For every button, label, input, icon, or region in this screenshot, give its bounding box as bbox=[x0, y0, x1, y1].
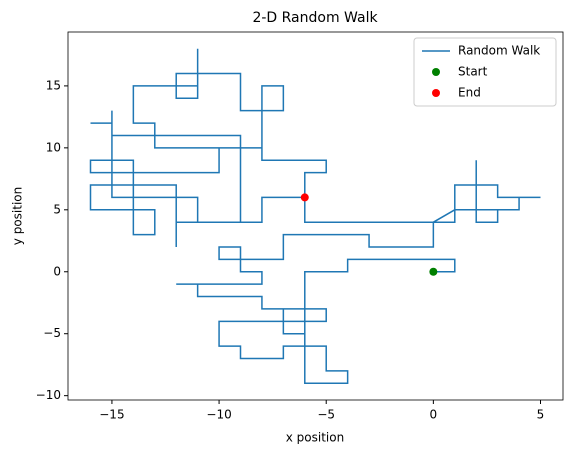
y-tick-label: 0 bbox=[53, 264, 61, 278]
y-tick-label: 5 bbox=[53, 202, 61, 216]
y-tick-label: −5 bbox=[43, 326, 61, 340]
y-axis-label: y position bbox=[11, 187, 25, 245]
point bbox=[429, 267, 438, 276]
x-tick-label: 0 bbox=[430, 408, 438, 422]
plot-frame bbox=[67, 31, 564, 401]
legend-box bbox=[413, 37, 557, 107]
chart-title: 2-D Random Walk bbox=[252, 10, 378, 26]
y-tick-label: −10 bbox=[36, 388, 61, 402]
legend-label: Random Walk bbox=[458, 44, 540, 58]
legend-label: End bbox=[458, 86, 481, 100]
legend-label: Start bbox=[458, 65, 488, 79]
x-tick-label: 5 bbox=[537, 408, 545, 422]
legend-swatch bbox=[432, 68, 440, 76]
x-tick-label: −15 bbox=[99, 408, 124, 422]
legend-swatch bbox=[432, 89, 440, 97]
walk-line bbox=[89, 48, 541, 385]
x-axis-label: x position bbox=[286, 431, 344, 445]
y-tick-label: 15 bbox=[46, 78, 61, 92]
x-tick-label: −10 bbox=[206, 408, 231, 422]
x-tick-label: −5 bbox=[317, 408, 335, 422]
point bbox=[300, 193, 309, 202]
y-tick-label: 10 bbox=[46, 140, 61, 154]
